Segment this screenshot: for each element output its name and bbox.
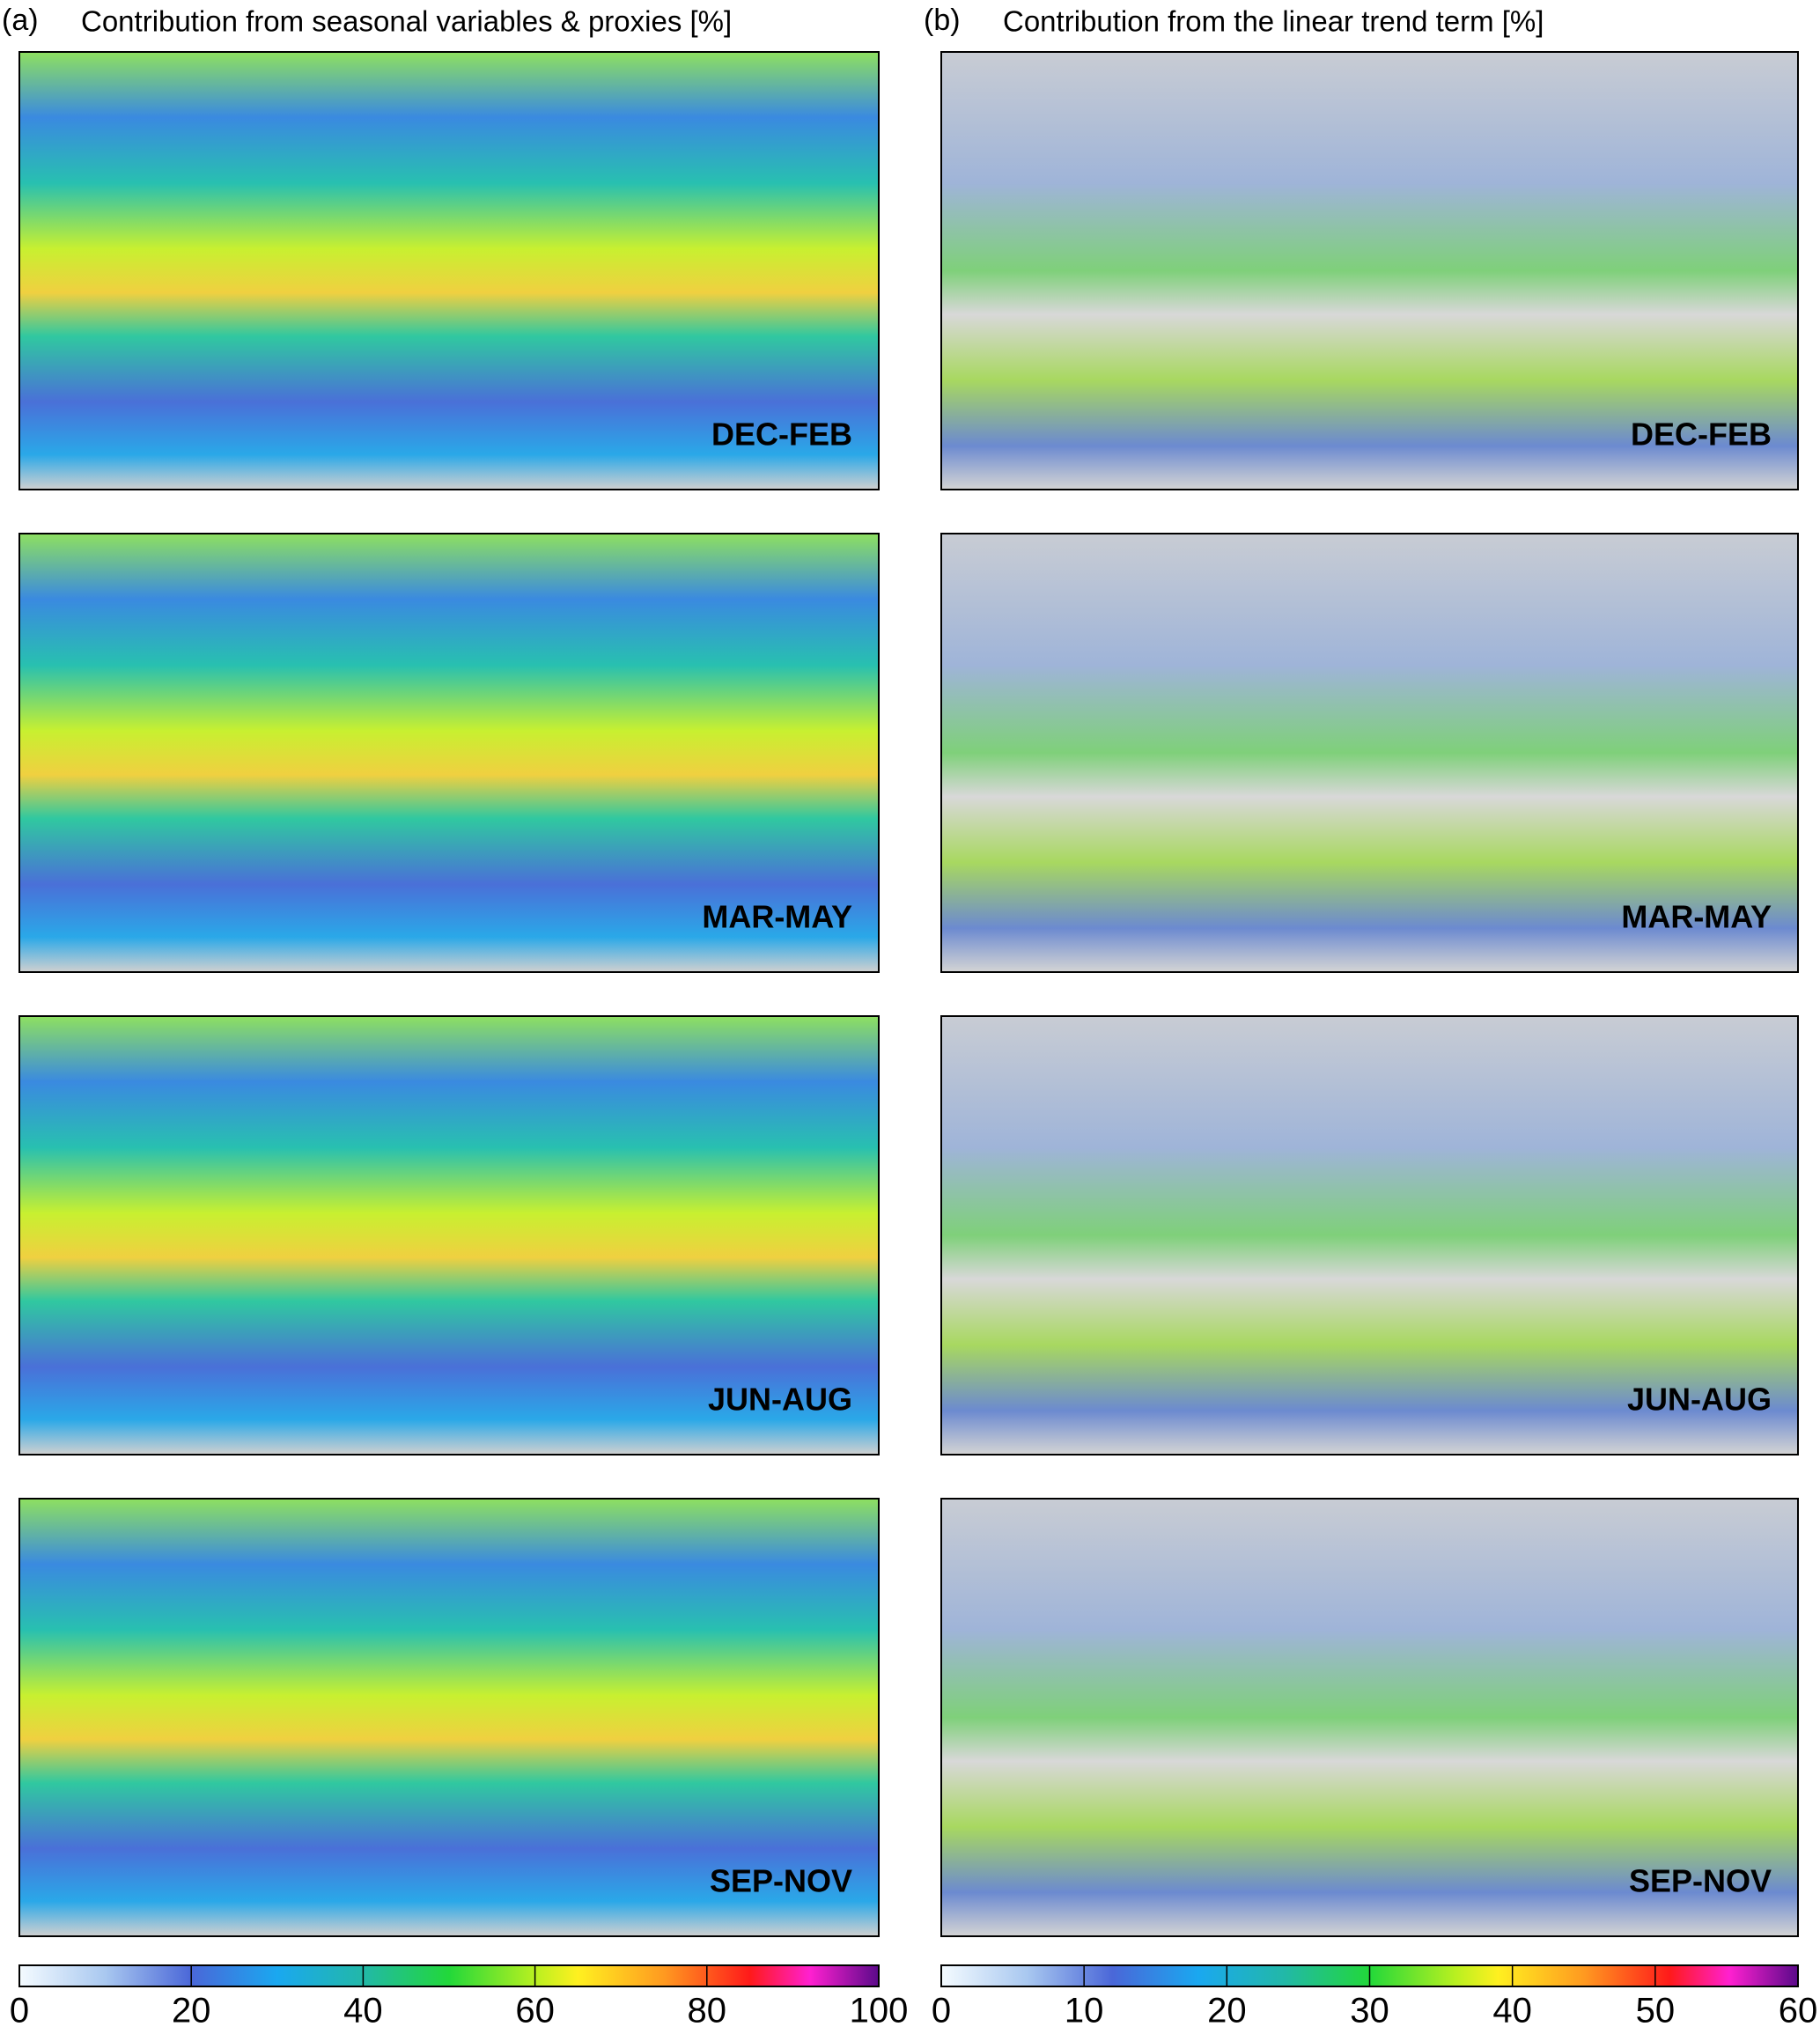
map — [18, 533, 880, 973]
season-label: DEC-FEB — [711, 416, 852, 453]
colorbar-tick-label: 0 — [10, 1992, 29, 2030]
map — [18, 51, 880, 490]
colorbar-tick-label: 80 — [688, 1992, 727, 2030]
colorbar-tick-label: 100 — [850, 1992, 909, 2030]
map — [940, 533, 1799, 973]
season-label: JUN-AUG — [708, 1382, 852, 1418]
map — [940, 1015, 1799, 1455]
colorbar-tick-label: 20 — [172, 1992, 211, 2030]
colorbar-tick-label: 40 — [343, 1992, 383, 2030]
panel-title: Contribution from the linear trend term … — [1003, 5, 1544, 38]
colorbar-tick-label: 60 — [1779, 1992, 1818, 2030]
colorbar-tick-label: 60 — [515, 1992, 555, 2030]
season-label: JUN-AUG — [1627, 1382, 1772, 1418]
season-label: MAR-MAY — [1621, 899, 1772, 935]
panel-label: (a) — [2, 4, 39, 37]
colorbar-tick-label: 10 — [1065, 1992, 1104, 2030]
map — [18, 1498, 880, 1937]
colorbar-tick-label: 30 — [1350, 1992, 1389, 2030]
map — [940, 1498, 1799, 1937]
map — [18, 1015, 880, 1455]
season-label: DEC-FEB — [1631, 416, 1772, 453]
colorbar-tick-label: 0 — [932, 1992, 951, 2030]
season-label: SEP-NOV — [1629, 1863, 1772, 1899]
colorbar — [18, 1964, 880, 1987]
season-label: MAR-MAY — [702, 899, 852, 935]
panel-label: (b) — [924, 4, 961, 37]
season-label: SEP-NOV — [710, 1863, 852, 1899]
colorbar-tick-label: 20 — [1207, 1992, 1247, 2030]
map — [940, 51, 1799, 490]
colorbar-tick-label: 50 — [1636, 1992, 1676, 2030]
colorbar-tick-label: 40 — [1492, 1992, 1532, 2030]
panel-title: Contribution from seasonal variables & p… — [81, 5, 732, 38]
